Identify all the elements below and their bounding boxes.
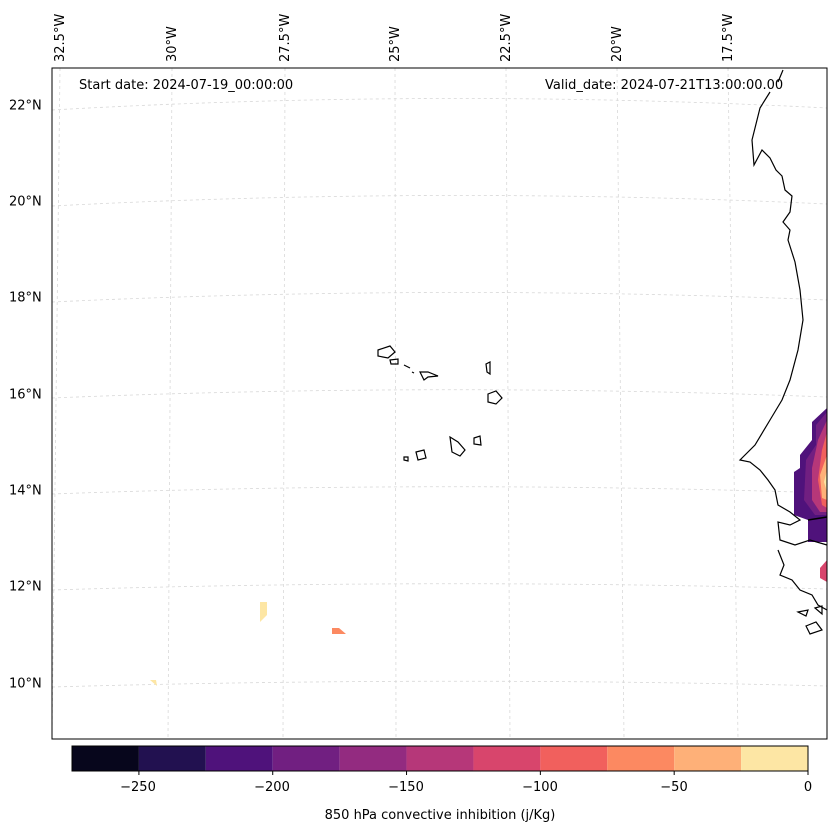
map-frame xyxy=(51,67,828,740)
valid-date-label: Valid_date: 2024-07-21T13:00:00.00 xyxy=(545,78,784,93)
lat-label: 22°N xyxy=(9,98,42,114)
gridlines xyxy=(51,67,828,740)
colorbar-segment xyxy=(540,746,608,771)
colorbar-frame xyxy=(71,745,809,772)
colorbar-segment xyxy=(138,746,206,771)
colorbar-tick-label: −100 xyxy=(522,780,558,795)
lon-label: 27.5°W xyxy=(278,13,293,62)
colorbar-segment xyxy=(674,746,742,771)
colorbar-segment xyxy=(205,746,273,771)
lat-label: 14°N xyxy=(9,483,42,499)
colorbar-tick-label: −200 xyxy=(254,780,290,795)
lat-label: 20°N xyxy=(9,194,42,210)
lon-label: 30°W xyxy=(165,26,180,62)
colorbar-segment xyxy=(406,746,474,771)
colorbar-tick-label: −250 xyxy=(120,780,156,795)
colorbar-segment xyxy=(272,746,340,771)
lat-label: 18°N xyxy=(9,290,42,306)
cin-contours xyxy=(150,408,827,686)
lon-label: 22.5°W xyxy=(499,13,514,62)
colorbar xyxy=(71,745,809,775)
colorbar-segment xyxy=(473,746,541,771)
start-date-label: Start date: 2024-07-19_00:00:00 xyxy=(79,78,294,93)
lat-label: 16°N xyxy=(9,387,42,403)
lon-label: 25°W xyxy=(388,26,403,62)
colorbar-segment xyxy=(607,746,675,771)
colorbar-tick-label: −50 xyxy=(660,780,688,795)
colorbar-segment xyxy=(339,746,407,771)
lon-label: 32.5°W xyxy=(53,13,68,62)
colorbar-tick-label: −150 xyxy=(388,780,424,795)
lon-label: 20°W xyxy=(610,26,625,62)
lat-label: 10°N xyxy=(9,676,42,692)
colorbar-segment xyxy=(72,746,139,771)
colorbar-segment xyxy=(741,746,808,771)
colorbar-tick-label: 0 xyxy=(803,780,813,795)
lat-label: 12°N xyxy=(9,579,42,595)
coastline xyxy=(377,69,828,635)
colorbar-title: 850 hPa convective inhibition (j/Kg) xyxy=(324,808,556,823)
lon-label: 17.5°W xyxy=(721,13,736,62)
